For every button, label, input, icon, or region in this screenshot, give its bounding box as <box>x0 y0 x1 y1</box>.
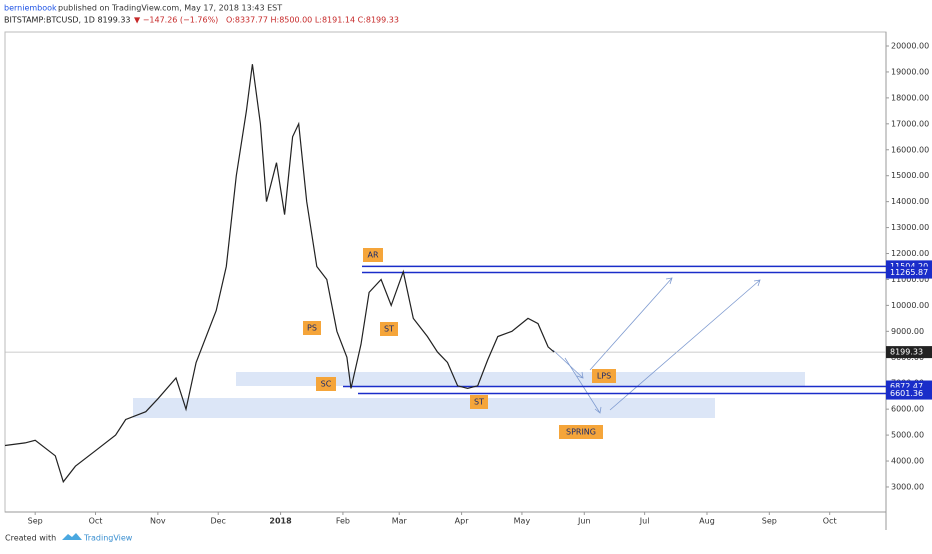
x-tick-label: Nov <box>150 517 166 526</box>
y-tick-label: 10000.00 <box>891 301 929 310</box>
x-tick-label: Oct <box>823 517 837 526</box>
y-tick-label: 11000.00 <box>891 275 929 284</box>
x-tick-label: May <box>514 517 531 526</box>
annotation-box <box>303 321 321 335</box>
y-tick-label: 9000.00 <box>891 327 924 336</box>
annotation-box <box>316 377 336 391</box>
y-tick-label: 18000.00 <box>891 93 929 102</box>
footer-brand[interactable]: TradingView <box>83 534 133 543</box>
y-tick-label: 12000.00 <box>891 249 929 258</box>
y-tick-label: 17000.00 <box>891 119 929 128</box>
y-tick-label: 16000.00 <box>891 145 929 154</box>
level-label: 6601.36 <box>890 389 923 398</box>
level-label: 11504.20 <box>890 262 928 271</box>
change: ▼ −147.26 (−1.76%) <box>134 16 218 25</box>
annotation-box <box>380 322 398 336</box>
x-tick-label: Apr <box>455 517 470 526</box>
arrow <box>589 277 673 371</box>
symbol: BITSTAMP:BTCUSD, 1D 8199.33 <box>4 16 131 25</box>
y-tick-label: 19000.00 <box>891 67 929 76</box>
x-tick-label: Dec <box>210 517 225 526</box>
level-box <box>886 266 932 279</box>
annotation: AR <box>367 251 378 260</box>
annotation: PS <box>307 324 317 333</box>
level-box <box>886 387 932 400</box>
x-tick-label: Mar <box>392 517 408 526</box>
level-label: 11265.87 <box>890 268 928 277</box>
x-tick-label: Sep <box>762 517 777 526</box>
arrow <box>609 279 761 411</box>
zone <box>236 372 805 386</box>
x-tick-label: Jun <box>577 517 591 526</box>
annotation-box <box>559 425 603 439</box>
y-tick-label: 5000.00 <box>891 431 924 440</box>
x-tick-label: Feb <box>336 517 350 526</box>
annotation: ST <box>474 398 484 407</box>
arrows <box>552 277 761 414</box>
y-tick-label: 4000.00 <box>891 457 924 466</box>
annotation-box <box>592 369 616 383</box>
price-line <box>4 64 555 484</box>
y-tick-label: 15000.00 <box>891 171 929 180</box>
y-tick-label: 3000.00 <box>891 482 924 491</box>
annotation: SPRING <box>566 428 596 437</box>
y-tick-label: 14000.00 <box>891 197 929 206</box>
annotation: ST <box>384 325 394 334</box>
arrow <box>564 357 602 414</box>
x-tick-label: Oct <box>89 517 103 526</box>
published: published on TradingView.com, May 17, 20… <box>58 4 282 13</box>
ohlc: O:8337.77 H:8500.00 L:8191.14 C:8199.33 <box>226 16 399 25</box>
annotation: LPS <box>597 372 611 381</box>
y-tick-label: 13000.00 <box>891 223 929 232</box>
x-tick-label: Aug <box>699 517 715 526</box>
annotation-box <box>470 395 488 409</box>
y-tick-label: 6000.00 <box>891 405 924 414</box>
x-tick-label: 2018 <box>269 517 292 526</box>
level-label: 6872.47 <box>890 382 923 391</box>
y-tick-label: 20000.00 <box>891 42 929 51</box>
annotation: SC <box>321 380 332 389</box>
footer-text: Created with <box>5 534 56 543</box>
zone <box>133 398 715 418</box>
annotation-box <box>363 248 383 262</box>
logo <box>62 533 82 540</box>
arrow <box>552 349 584 379</box>
author: berniembook <box>4 4 57 13</box>
last-price-box <box>886 346 932 359</box>
last-price-label: 8199.33 <box>890 348 923 357</box>
x-tick-label: Jul <box>639 517 650 526</box>
x-tick-label: Sep <box>28 517 43 526</box>
